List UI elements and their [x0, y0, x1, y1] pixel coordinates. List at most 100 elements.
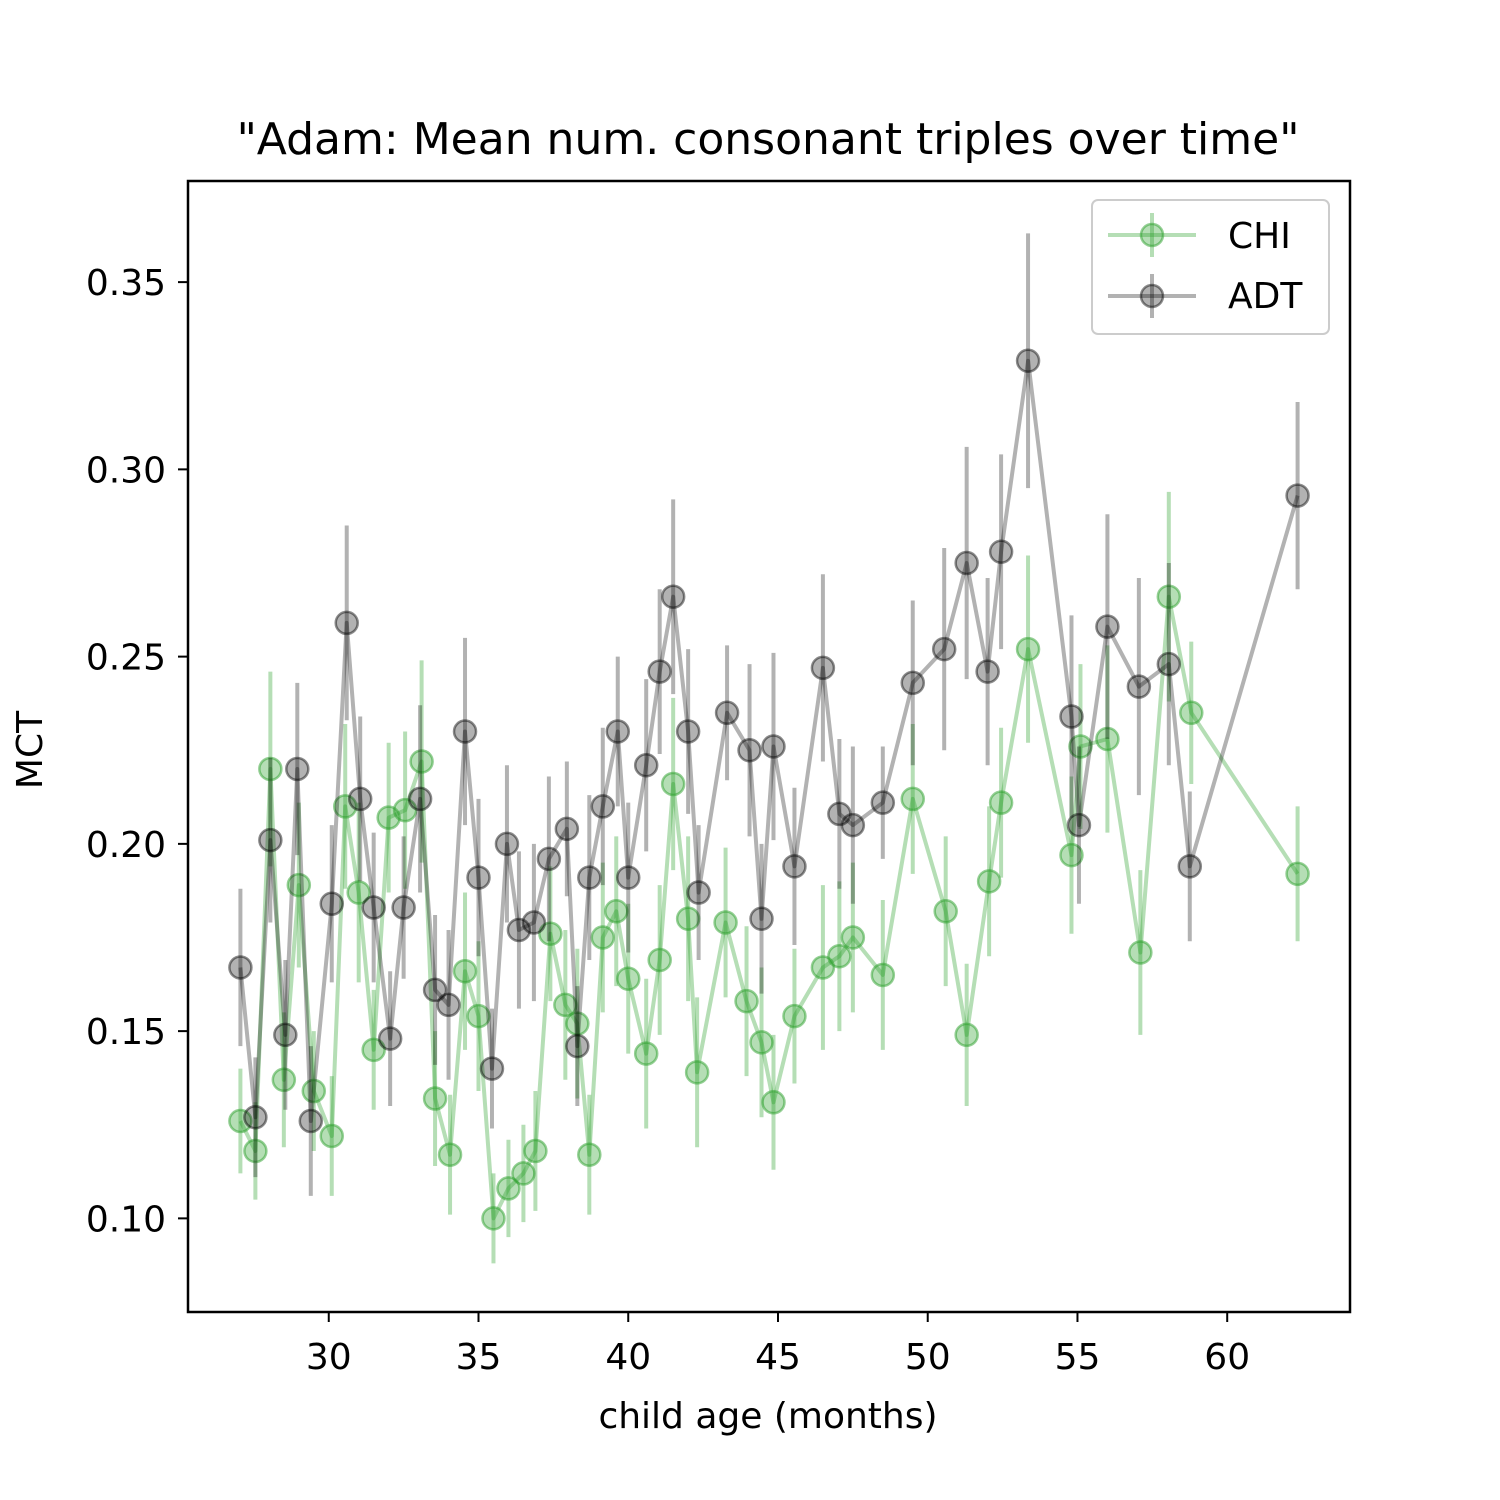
data-point-chi	[332, 794, 358, 819]
data-point-adt	[319, 891, 345, 917]
y-tick-label: 0.30	[86, 450, 166, 491]
series-adt	[228, 233, 1310, 1196]
data-point-adt	[1285, 483, 1310, 508]
data-point-adt	[675, 719, 701, 744]
data-point-adt	[660, 584, 686, 609]
data-point-adt	[647, 659, 672, 684]
data-point-chi	[1015, 636, 1041, 662]
data-point-chi	[511, 1161, 536, 1186]
data-point-adt	[1126, 674, 1152, 699]
data-point-chi	[933, 899, 958, 924]
legend-marker-adt	[1139, 283, 1165, 309]
data-point-adt	[714, 700, 740, 726]
data-point-chi	[900, 786, 926, 812]
plot-data	[228, 233, 1310, 1264]
data-point-adt	[988, 539, 1014, 565]
data-point-chi	[810, 955, 836, 980]
data-point-adt	[870, 790, 896, 815]
x-tick-label: 45	[755, 1337, 801, 1378]
data-point-adt	[285, 756, 310, 782]
data-point-adt	[761, 734, 786, 759]
data-point-chi	[319, 1123, 345, 1149]
data-point-chi	[481, 1206, 506, 1231]
data-point-adt	[565, 1033, 590, 1059]
plot-frame	[186, 179, 1352, 1314]
data-point-chi	[301, 1078, 327, 1104]
y-tick-label: 0.15	[86, 1012, 166, 1053]
data-point-adt	[521, 910, 547, 935]
data-point-chi	[713, 910, 738, 935]
data-point-chi	[553, 992, 578, 1018]
data-point-adt	[466, 865, 491, 890]
data-point-adt	[975, 659, 1000, 684]
data-point-adt	[1059, 704, 1084, 729]
data-point-chi	[1156, 584, 1182, 609]
data-point-chi	[1128, 940, 1153, 965]
x-tick-label: 50	[905, 1337, 951, 1378]
x-axis: 30 35 40 45 50 55 60	[306, 1312, 1250, 1378]
data-point-adt	[361, 895, 386, 920]
data-point-chi	[684, 1060, 710, 1085]
data-point-adt	[228, 955, 253, 980]
data-point-chi	[422, 1086, 448, 1111]
legend-frame	[1091, 199, 1330, 335]
y-tick-label: 0.20	[86, 825, 166, 866]
data-point-adt	[931, 636, 957, 662]
series-line-chi	[238, 594, 1300, 1221]
y-axis-label: MCT	[10, 710, 51, 789]
legend-swatch-chi	[1108, 213, 1196, 257]
data-point-chi	[1285, 861, 1310, 887]
data-point-chi	[604, 899, 629, 924]
data-point-adt	[737, 737, 762, 763]
data-point-adt	[347, 786, 373, 812]
data-point-adt	[536, 846, 562, 872]
legend-entry-adt: ADT	[1108, 274, 1303, 318]
series-chi	[228, 491, 1310, 1264]
y-axis: 0.10 0.15 0.20 0.25 0.30 0.35	[86, 263, 188, 1240]
data-point-adt	[273, 1022, 298, 1048]
data-point-adt	[479, 1056, 505, 1081]
data-point-chi	[437, 1142, 463, 1167]
data-point-chi	[660, 771, 686, 797]
data-point-chi	[496, 1176, 521, 1201]
data-point-chi	[988, 790, 1014, 815]
data-point-adt	[377, 1026, 403, 1051]
data-point-adt	[258, 827, 283, 853]
data-point-adt	[391, 895, 416, 920]
data-point-adt	[334, 610, 359, 636]
x-axis-label: child age (months)	[598, 1396, 937, 1437]
data-point-adt	[827, 801, 852, 827]
data-point-adt	[554, 816, 580, 842]
data-point-adt	[436, 992, 461, 1018]
data-point-chi	[840, 925, 866, 950]
x-tick-label: 30	[306, 1337, 352, 1378]
legend-swatch-adt	[1108, 274, 1196, 318]
y-tick-label: 0.35	[86, 263, 166, 304]
data-point-adt	[749, 906, 774, 932]
data-point-chi	[870, 962, 896, 988]
data-point-adt	[1066, 812, 1092, 838]
data-point-chi	[761, 1090, 786, 1115]
legend-entry-chi: CHI	[1108, 213, 1291, 257]
data-point-chi	[1095, 726, 1120, 752]
legend-label-adt: ADT	[1228, 276, 1303, 317]
y-tick-label: 0.10	[86, 1199, 166, 1240]
data-point-adt	[633, 752, 659, 778]
data-point-chi	[827, 943, 852, 969]
data-point-adt	[810, 655, 836, 681]
data-point-adt	[840, 812, 866, 838]
data-point-adt	[782, 854, 807, 879]
data-point-chi	[633, 1041, 659, 1066]
data-point-chi	[1059, 842, 1084, 868]
x-tick-label: 40	[605, 1337, 651, 1378]
data-point-adt	[577, 865, 602, 890]
y-tick-label: 0.25	[86, 638, 166, 679]
x-tick-label: 55	[1055, 1337, 1101, 1378]
data-point-adt	[590, 794, 616, 819]
data-point-chi	[228, 1108, 253, 1134]
data-point-chi	[675, 906, 701, 932]
data-point-chi	[346, 880, 371, 905]
data-point-adt	[900, 670, 926, 696]
data-point-chi	[954, 1022, 979, 1048]
